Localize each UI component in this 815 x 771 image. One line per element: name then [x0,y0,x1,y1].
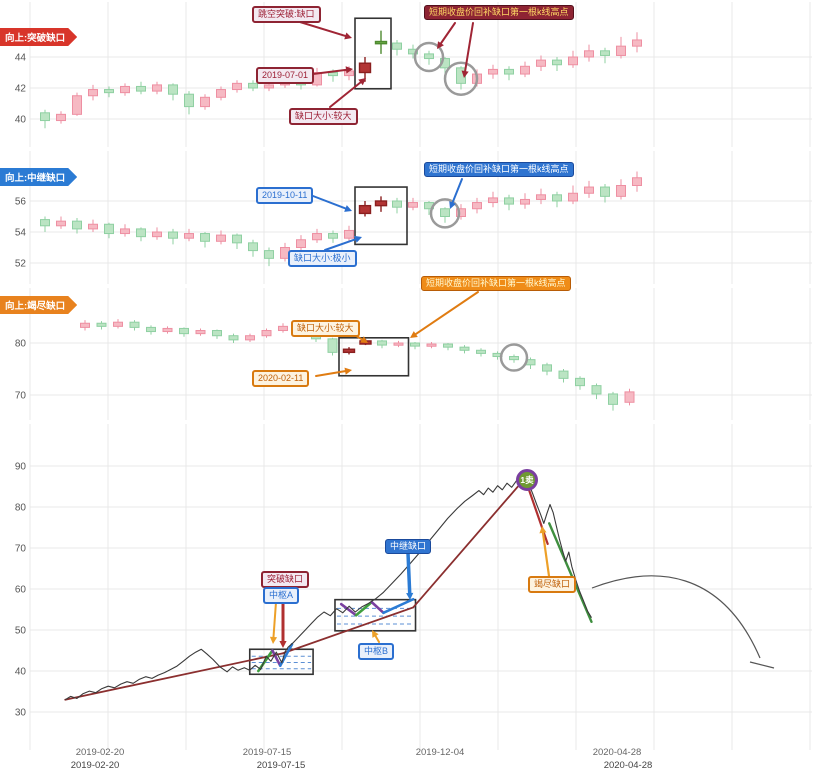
svg-text:30: 30 [15,708,27,719]
svg-text:70: 70 [15,544,27,555]
svg-text:56: 56 [15,197,27,208]
svg-text:2019-07-15: 2019-07-15 [243,747,292,758]
svg-text:42: 42 [15,84,27,95]
label-gap-date-p2: 2019-10-11 [256,187,314,205]
svg-text:70: 70 [15,391,27,402]
label-exhaustion-gap-main: 竭尽缺口 [528,576,577,594]
label-cover-high-p3: 短期收盘价回补缺口第一根k线高点 [421,276,571,292]
price-overview-line-chart[interactable]: 90 80 70 60 50 40 30 2019-02-20 2019-07-15 2019-1… [0,422,815,771]
label-gap-breakout-type: 跳空突破:缺口 [252,6,321,24]
svg-text:80: 80 [15,503,27,514]
continuation-gap-candlestick-chart[interactable]: 56 54 52 [0,149,815,286]
svg-text:2020-04-28: 2020-04-28 [593,747,642,758]
label-gap-size-p1: 缺口大小:较大 [289,108,358,126]
svg-text:44: 44 [15,53,27,64]
svg-text:60: 60 [15,585,27,596]
label-gap-date-p3: 2020-02-11 [252,370,310,388]
svg-text:2019-02-20: 2019-02-20 [76,747,125,758]
svg-text:2019-12-04: 2019-12-04 [416,747,465,758]
label-breakout-gap-main: 突破缺口 [261,571,310,589]
label-gap-date-p1: 2019-07-01 [256,67,315,85]
svg-text:2019-02-20: 2019-02-20 [71,760,120,771]
label-continuation-gap-main: 中继缺口 [385,539,432,555]
svg-text:80: 80 [15,339,27,350]
label-gap-size-p3: 缺口大小:较大 [291,320,360,338]
exhaustion-gap-candlestick-chart[interactable]: 80 70 [0,286,815,422]
svg-text:2019-07-15: 2019-07-15 [257,760,306,771]
breakout-gap-candlestick-chart[interactable]: 44 42 40 [0,0,815,149]
svg-text:50: 50 [15,626,27,637]
label-pivot-b: 中枢B [358,643,395,661]
label-pivot-a: 中枢A [263,587,300,605]
label-cover-high-p1: 短期收盘价回补缺口第一根k线高点 [424,5,574,21]
svg-text:52: 52 [15,259,27,270]
panel-ribbon-exhaustion-gap: 向上:竭尽缺口 [0,296,77,314]
svg-text:54: 54 [15,228,27,239]
panel-ribbon-breakout-gap: 向上:突破缺口 [0,28,77,46]
svg-text:40: 40 [15,115,27,126]
svg-text:2020-04-28: 2020-04-28 [604,760,653,771]
label-cover-high-p2: 短期收盘价回补缺口第一根k线高点 [424,162,574,178]
panel-ribbon-continuation-gap: 向上:中继缺口 [0,168,77,186]
first-sell-marker: 1卖 [516,469,538,491]
svg-text:40: 40 [15,667,27,678]
svg-text:90: 90 [15,462,27,473]
label-gap-size-p2: 缺口大小:极小 [288,250,357,268]
